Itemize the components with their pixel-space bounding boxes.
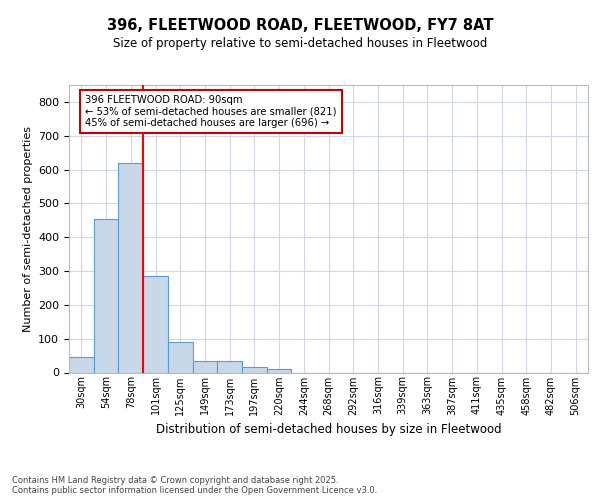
Text: Contains HM Land Registry data © Crown copyright and database right 2025.
Contai: Contains HM Land Registry data © Crown c… (12, 476, 377, 495)
Text: Size of property relative to semi-detached houses in Fleetwood: Size of property relative to semi-detach… (113, 38, 487, 51)
Bar (143, 276, 168, 372)
Bar (217, 360, 242, 372)
Bar (69, 358, 94, 372)
Bar (242, 368, 267, 372)
Bar (193, 360, 217, 372)
Bar (168, 342, 193, 372)
X-axis label: Distribution of semi-detached houses by size in Fleetwood: Distribution of semi-detached houses by … (155, 423, 502, 436)
Bar (118, 163, 143, 372)
Bar (94, 218, 118, 372)
Text: 396, FLEETWOOD ROAD, FLEETWOOD, FY7 8AT: 396, FLEETWOOD ROAD, FLEETWOOD, FY7 8AT (107, 18, 493, 32)
Y-axis label: Number of semi-detached properties: Number of semi-detached properties (23, 126, 32, 332)
Bar (267, 369, 292, 372)
Text: 396 FLEETWOOD ROAD: 90sqm
← 53% of semi-detached houses are smaller (821)
45% of: 396 FLEETWOOD ROAD: 90sqm ← 53% of semi-… (85, 95, 337, 128)
